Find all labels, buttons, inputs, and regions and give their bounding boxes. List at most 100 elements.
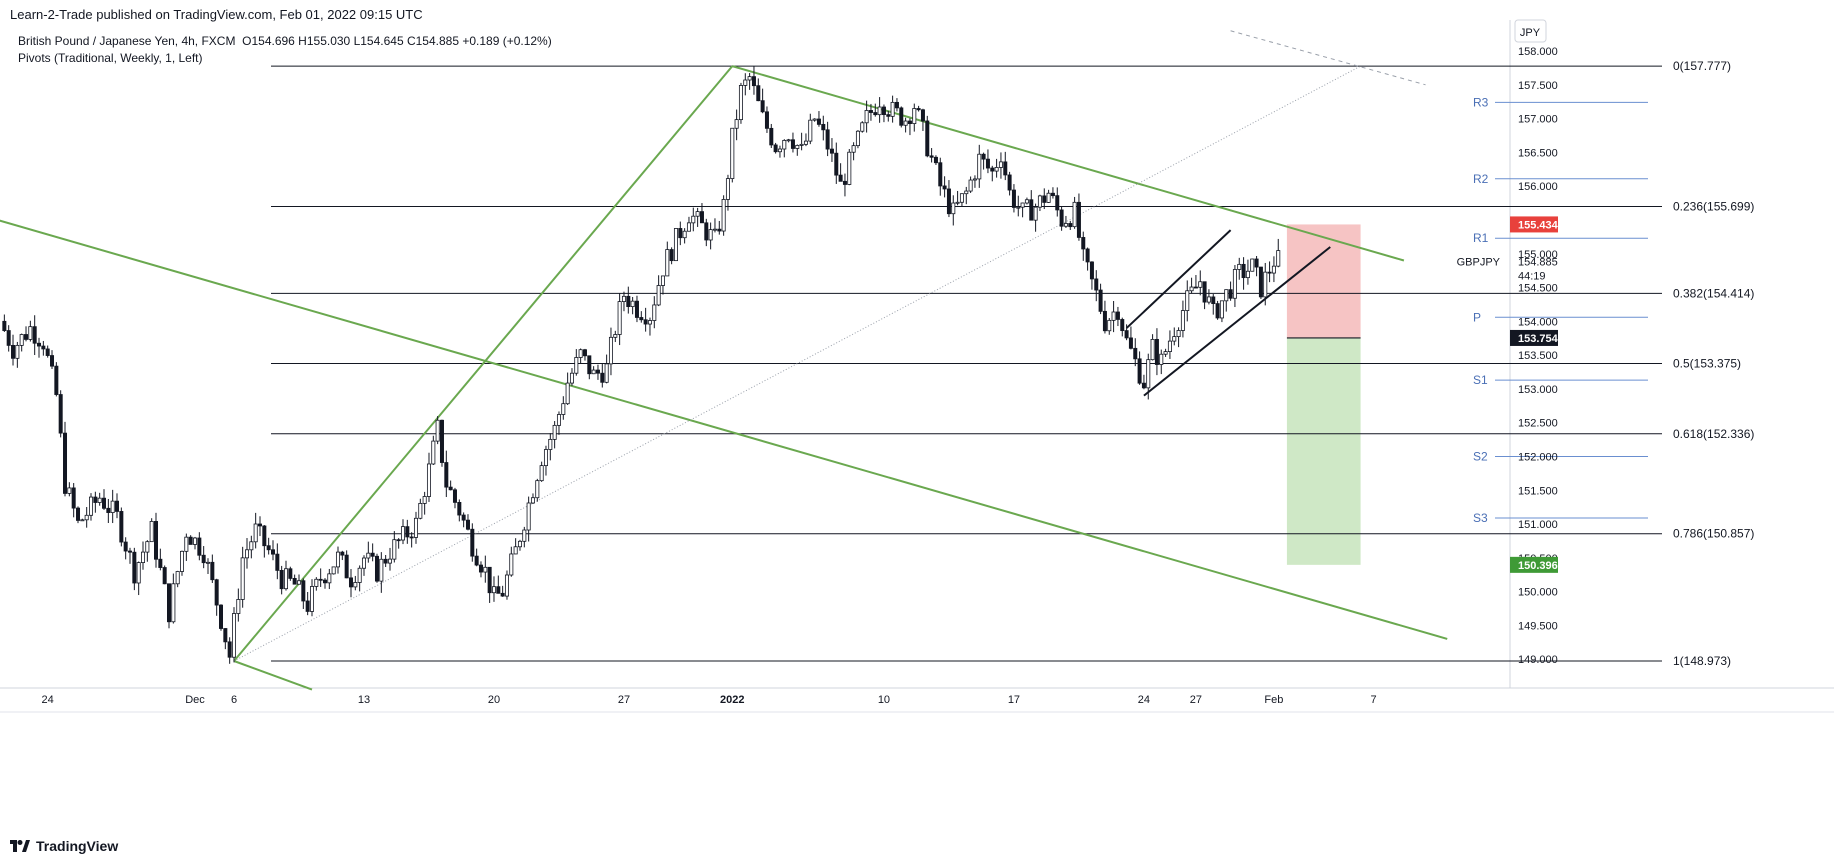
tradingview-logo-icon: [10, 840, 30, 852]
candle-body: [1072, 201, 1077, 228]
candle-body: [990, 167, 995, 172]
candle-body: [426, 463, 431, 497]
candle-body: [219, 604, 224, 629]
candle-body: [587, 355, 592, 375]
candle-body: [543, 449, 548, 467]
candle-body: [1124, 330, 1129, 339]
candle-body: [730, 127, 735, 179]
candle-body: [712, 228, 717, 231]
candle-body: [613, 334, 618, 338]
candle-body: [210, 561, 215, 581]
candle-body: [1003, 161, 1008, 176]
bar-timer: 44:19: [1518, 271, 1546, 283]
candle-body: [89, 496, 94, 516]
candle-body: [1098, 289, 1103, 312]
time-axis[interactable]: 24 Dec 6 13 20 27 2022 10 17 24 27 Feb 7: [42, 694, 1377, 706]
candle-body: [929, 155, 934, 158]
candle-body: [1215, 303, 1220, 319]
candle-body: [561, 403, 566, 415]
candle-body: [115, 500, 120, 512]
candle-body: [231, 613, 236, 658]
candle-body: [656, 285, 661, 306]
indicator-legend[interactable]: Pivots (Traditional, Weekly, 1, Left): [18, 51, 203, 65]
candle-body: [630, 300, 635, 308]
candle-body: [1276, 250, 1281, 267]
candle-body: [1267, 271, 1272, 274]
fibonacci-levels[interactable]: 0(157.777) 0.236(155.699) 0.382(154.414) 0.…: [271, 59, 1754, 668]
price-tick-label: 153.500: [1518, 350, 1558, 362]
candle-body: [206, 561, 211, 564]
price-tag-label: 154.885: [1518, 257, 1558, 269]
candle-body: [24, 334, 29, 340]
candle-body: [994, 167, 999, 172]
tradingview-footer[interactable]: TradingView: [10, 838, 118, 854]
candle-body: [461, 514, 466, 521]
candle-body: [522, 529, 527, 542]
candle-body: [136, 562, 141, 584]
pivot-label: S3: [1473, 511, 1488, 525]
candle-body: [201, 554, 206, 564]
candle-body: [682, 230, 687, 239]
candle-body: [955, 201, 960, 204]
candle-body: [643, 319, 648, 325]
candle-body: [249, 541, 254, 551]
candle-body: [747, 76, 752, 81]
candle-body: [1042, 195, 1047, 203]
candle-body: [366, 552, 371, 559]
candle-body: [513, 546, 518, 555]
candle-body: [738, 85, 743, 121]
candle-body: [470, 528, 475, 557]
candle-body: [734, 119, 739, 129]
candle-body: [1133, 347, 1138, 360]
candle-body: [964, 190, 969, 195]
time-tick-label: 24: [1138, 694, 1150, 706]
publish-line: Learn-2-Trade published on TradingView.c…: [10, 7, 423, 22]
candle-body: [652, 304, 657, 321]
candle-body: [431, 440, 436, 465]
candle-body: [496, 586, 501, 594]
candle-body: [569, 372, 574, 384]
candle-body: [387, 558, 392, 564]
candle-body: [162, 567, 167, 585]
candle-body: [925, 120, 930, 157]
candle-body: [487, 566, 492, 594]
time-tick-label: 13: [358, 694, 370, 706]
symbol-name[interactable]: British Pound / Japanese Yen, 4h, FXCM: [18, 34, 236, 48]
candle-body: [821, 123, 826, 131]
candle-body: [751, 76, 756, 87]
candle-body: [379, 558, 384, 582]
time-tick-label: 7: [1371, 694, 1377, 706]
green-trendline: [233, 660, 313, 691]
candles: [2, 66, 1281, 664]
price-tick-label: 152.000: [1518, 451, 1558, 463]
candle-body: [1193, 286, 1198, 289]
candle-body: [58, 394, 63, 434]
candle-body: [41, 345, 46, 350]
price-tick-label: 156.500: [1518, 147, 1558, 159]
candle-body: [1167, 340, 1172, 352]
candle-body: [11, 344, 16, 359]
candle-body: [1176, 330, 1181, 338]
candle-body: [1111, 311, 1116, 321]
candle-body: [1232, 269, 1237, 299]
candle-body: [405, 526, 410, 538]
candle-body: [886, 114, 891, 117]
symbol-legend: British Pound / Japanese Yen, 4h, FXCM O…: [18, 34, 552, 48]
candle-body: [977, 153, 982, 180]
candle-body: [1258, 266, 1263, 298]
fib-level-label: 0.618(152.336): [1673, 427, 1754, 441]
candle-body: [253, 523, 258, 543]
trendlines[interactable]: [0, 30, 1448, 691]
candle-body: [574, 357, 579, 374]
candle-body: [2, 320, 7, 331]
time-tick-label: Dec: [185, 694, 205, 706]
candle-body: [340, 551, 345, 556]
candle-body: [93, 496, 98, 503]
candle-body: [197, 537, 202, 556]
candle-body: [626, 295, 631, 308]
pivot-label: S1: [1473, 373, 1488, 387]
candle-body: [270, 549, 275, 555]
green-trendline: [233, 65, 734, 662]
candle-body: [45, 348, 50, 356]
